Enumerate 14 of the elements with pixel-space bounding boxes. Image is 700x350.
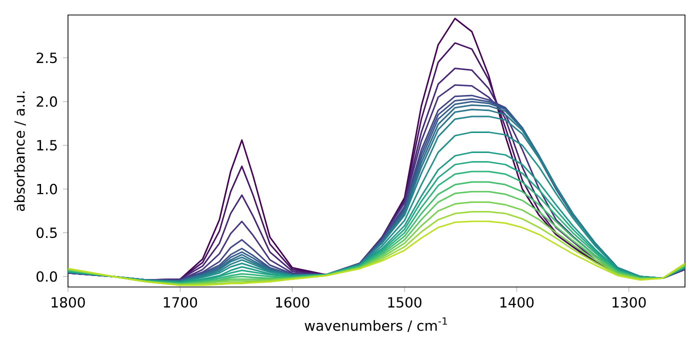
x-tick-label: 1600 — [276, 297, 310, 308]
y-tick-label: 1.5 — [37, 140, 57, 151]
x-tick-label: 1300 — [612, 297, 646, 308]
y-tick-label: 2.0 — [36, 96, 57, 107]
y-tick-label: 0.5 — [36, 227, 57, 238]
y-tick-label: 2.5 — [36, 52, 57, 64]
x-tick-label: 1800 — [52, 297, 85, 308]
y-axis-title: absorbance / a.u. — [14, 92, 26, 211]
y-tick-label: 0.0 — [36, 271, 57, 282]
x-axis-title: wavenumbers / cm$^{-1}$ — [304, 317, 447, 332]
x-tick-label: 1700 — [164, 297, 198, 308]
x-tick-label: 1500 — [388, 297, 422, 308]
x-tick-label: 1400 — [500, 297, 534, 308]
y-tick-label: 1.0 — [37, 184, 57, 194]
